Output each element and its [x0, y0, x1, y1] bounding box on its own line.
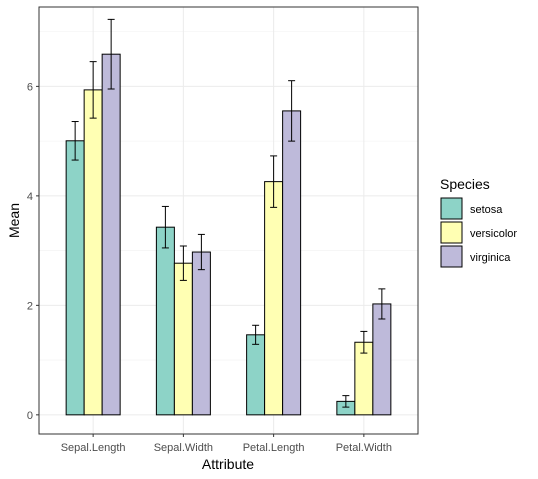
x-axis-title: Attribute — [202, 456, 254, 472]
error-bar-versicolor — [179, 245, 187, 281]
error-bar-virginica — [107, 18, 115, 90]
bar-virginica — [372, 303, 392, 416]
plot-border — [38, 6, 419, 435]
y-tick-label: 4 — [27, 191, 33, 203]
error-bar-setosa — [252, 324, 260, 345]
y-tick-label: 2 — [27, 300, 33, 312]
x-axis: Sepal.Length Sepal.Width Petal.Length Petal… — [61, 434, 392, 454]
x-tick-label: Sepal.Length — [61, 442, 126, 454]
error-bar-versicolor — [89, 61, 97, 119]
error-bar-setosa — [161, 205, 169, 249]
bars — [65, 53, 392, 416]
bar-virginica — [191, 251, 211, 416]
error-bar-virginica — [378, 288, 386, 320]
bar-setosa — [246, 334, 266, 416]
legend-key-setosa — [440, 197, 463, 220]
x-tick-label: Petal.Length — [243, 442, 305, 454]
y-axis: 0 2 4 6 — [27, 81, 39, 422]
x-tick-label: Sepal.Width — [154, 442, 213, 454]
legend-label-setosa: setosa — [470, 204, 503, 216]
legend-label-virginica: virginica — [470, 252, 511, 264]
error-bar-virginica — [288, 80, 296, 142]
legend-key-virginica — [440, 245, 463, 268]
error-bar-setosa — [342, 395, 350, 408]
bar-setosa — [155, 226, 175, 416]
bar-virginica — [101, 53, 121, 416]
bar-virginica — [282, 110, 302, 416]
error-bars — [71, 18, 386, 408]
error-bar-virginica — [197, 233, 205, 271]
y-tick-label: 0 — [27, 410, 33, 422]
legend: Species setosa versicolor virginica — [440, 176, 517, 268]
bar-setosa — [65, 140, 85, 416]
bar-versicolor — [173, 262, 193, 416]
bar-versicolor — [264, 181, 284, 416]
legend-label-versicolor: versicolor — [470, 228, 517, 240]
error-bar-versicolor — [360, 330, 368, 354]
error-bar-versicolor — [270, 155, 278, 208]
legend-key-versicolor — [440, 221, 463, 244]
y-tick-label: 6 — [27, 81, 33, 93]
legend-title: Species — [440, 176, 490, 192]
bar-versicolor — [83, 89, 103, 416]
error-bar-setosa — [71, 121, 79, 161]
x-tick-label: Petal.Width — [336, 442, 392, 454]
y-axis-title: Mean — [6, 203, 22, 238]
